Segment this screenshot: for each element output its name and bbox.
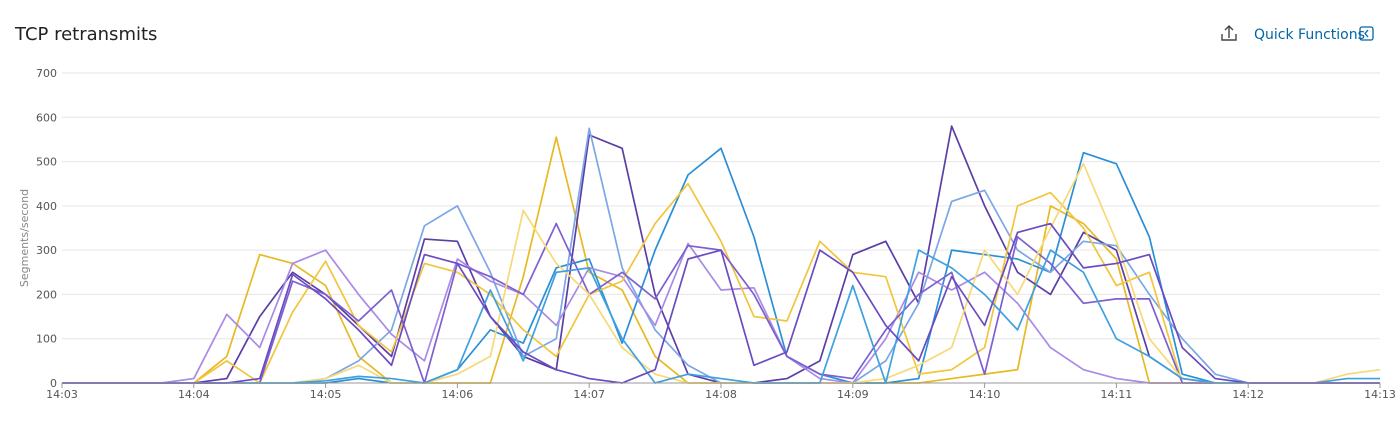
y-axis-label: Segments/second [18,189,31,287]
series-line [62,222,1380,384]
x-tick-label: 14:09 [837,388,869,401]
series-lines [62,125,1381,384]
series-line [62,222,1380,384]
x-tick-label: 14:03 [46,388,78,401]
x-tick-label: 14:05 [310,388,342,401]
y-tick-label: 100 [36,333,57,346]
share-icon [1221,25,1237,41]
y-tick-label: 200 [36,288,57,301]
ticks: 0 100 200 300 400 500 600 700 14:03 14:04 14:05 14:… [36,67,1396,401]
chart-title: TCP retransmits [14,24,157,45]
x-tick-label: 14:06 [442,388,474,401]
series-line [62,182,1380,384]
y-tick-label: 700 [36,67,57,80]
y-tick-label: 600 [36,111,57,124]
quick-functions-icon[interactable] [1359,26,1374,41]
series-line [62,242,1380,384]
y-tick-label: 0 [50,377,57,390]
x-tick-label: 14:10 [969,388,1001,401]
y-tick-label: 300 [36,244,57,257]
panel-icon-arrow [1364,29,1369,38]
grid [62,72,1380,384]
quick-functions[interactable]: Quick Functions [1254,27,1365,43]
x-tick-label: 14:12 [1232,388,1264,401]
series-line [62,162,1381,384]
y-tick-label: 400 [36,200,57,213]
panel-icon [1359,26,1374,41]
x-tick-label: 14:04 [178,388,210,401]
x-tick-label: 14:13 [1364,388,1396,401]
y-tick-label: 500 [36,156,57,169]
x-tick-label: 14:08 [705,388,737,401]
x-tick-label: 14:07 [573,388,605,401]
x-tick-label: 14:11 [1101,388,1133,401]
share-button[interactable] [1221,25,1237,41]
